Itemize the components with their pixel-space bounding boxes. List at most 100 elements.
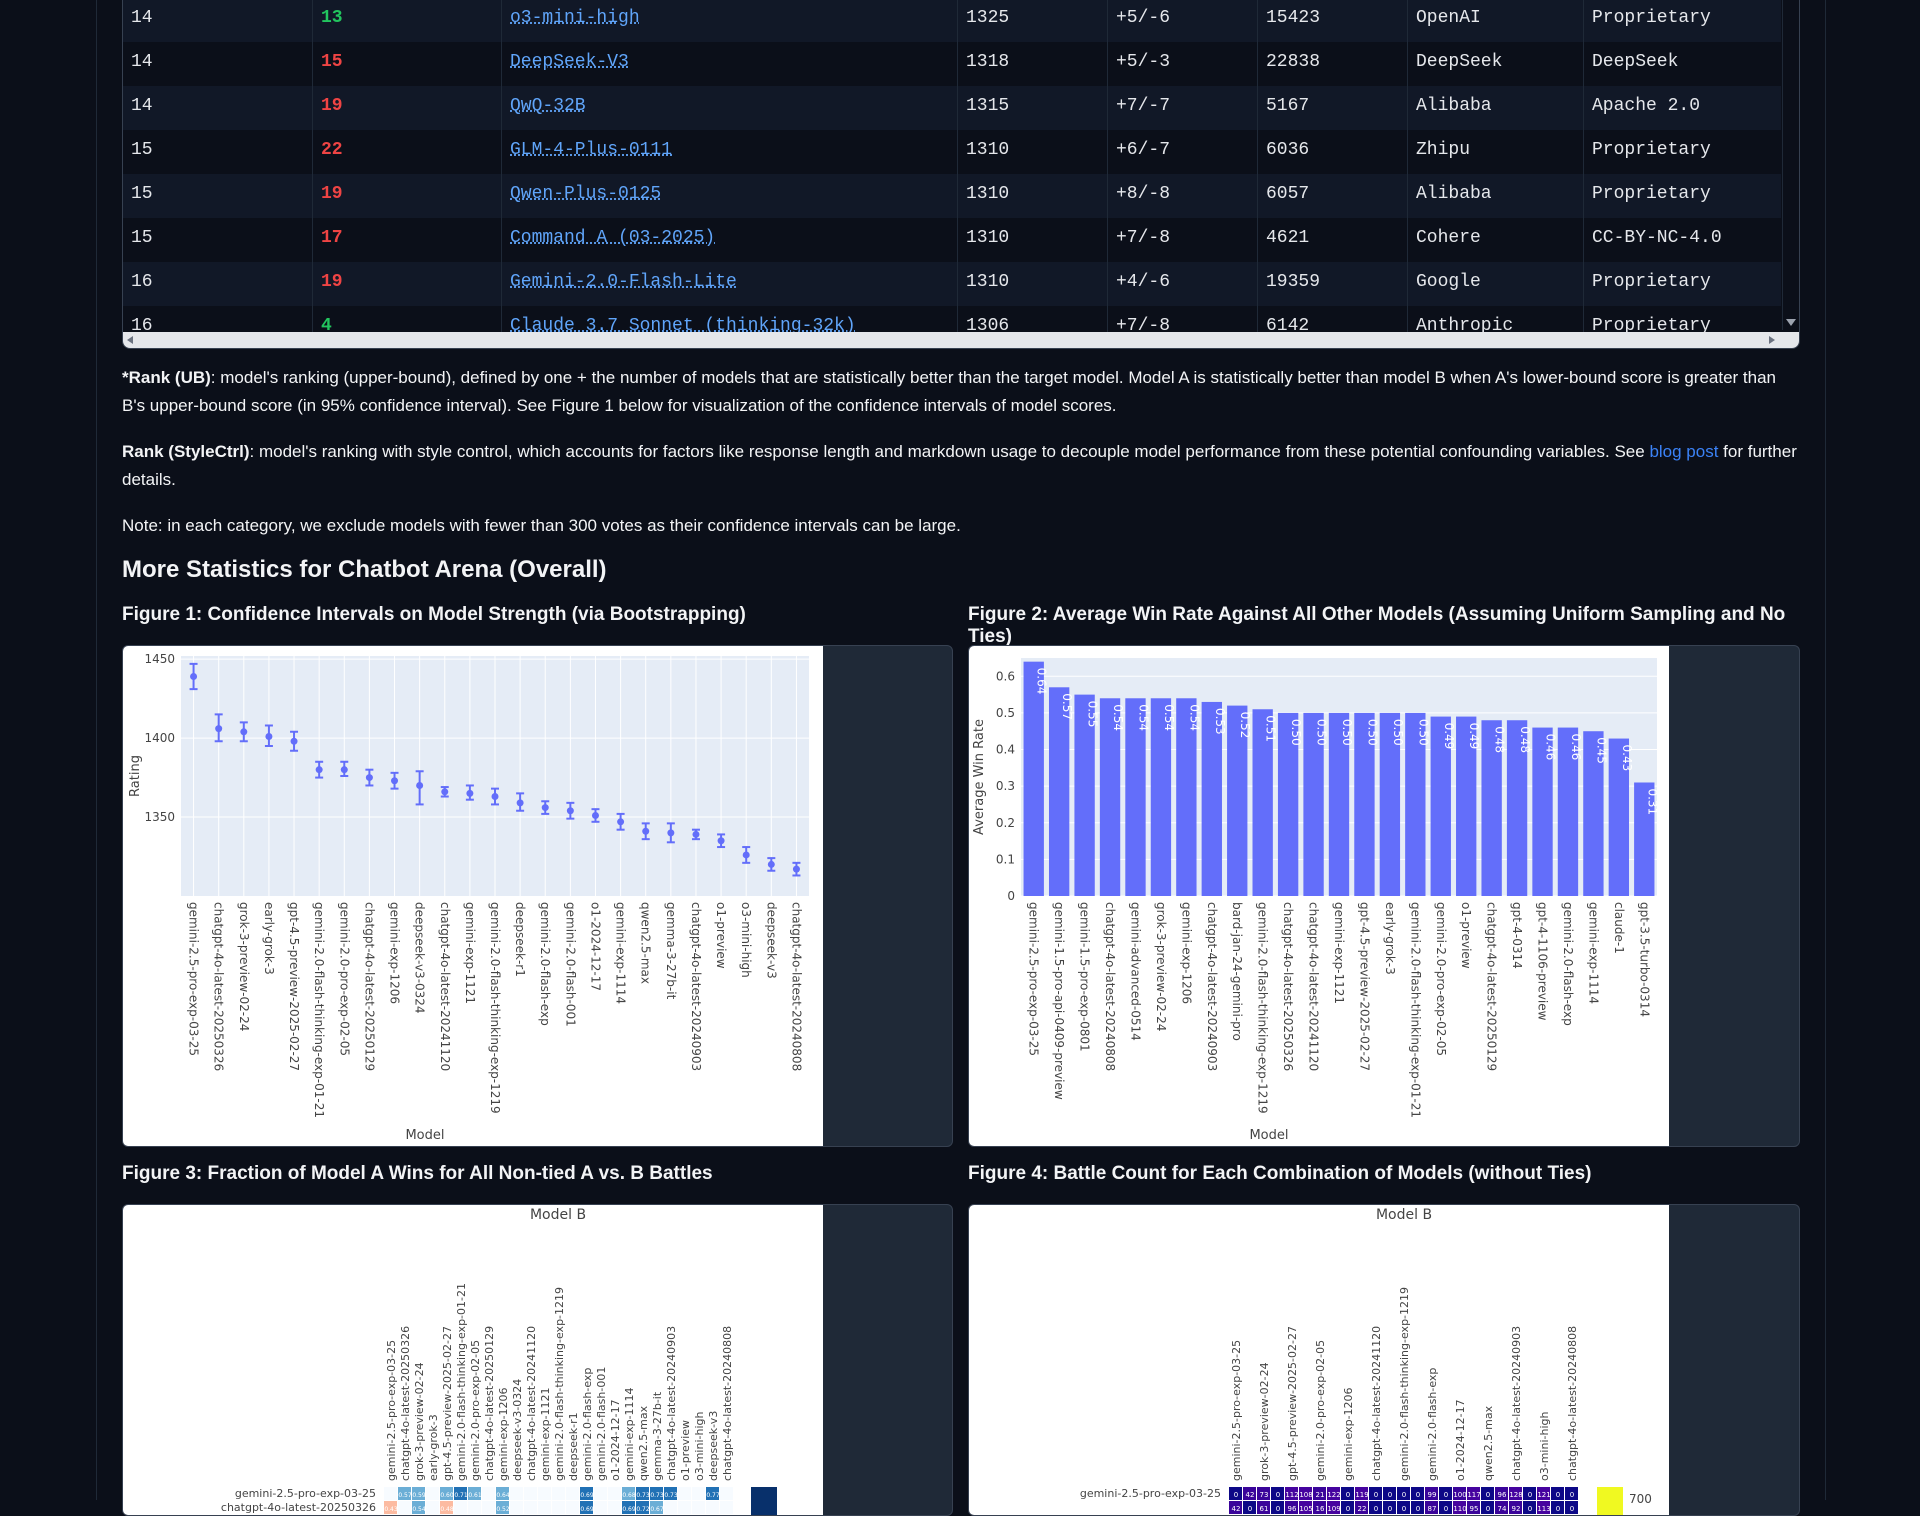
bar xyxy=(1074,694,1095,896)
cell-org: Cohere xyxy=(1407,218,1582,262)
cell-org: Zhipu xyxy=(1407,130,1582,174)
cell-value-label: 0 xyxy=(1556,1491,1560,1499)
cell-rank-style: 17 xyxy=(312,218,501,262)
vertical-scrollbar[interactable] xyxy=(1782,0,1799,330)
cell-model[interactable]: Qwen-Plus-0125 xyxy=(501,174,956,218)
bar xyxy=(1201,701,1222,896)
bar xyxy=(1557,727,1579,896)
x-tick-label: qwen2.5-max xyxy=(637,1405,650,1481)
cell-model[interactable]: Command A (03-2025) xyxy=(501,218,956,262)
heatmap-cell xyxy=(1467,1487,1480,1500)
cell-model[interactable]: o3-mini-high xyxy=(501,0,956,42)
cell-value-label: 0 xyxy=(1276,1505,1280,1513)
data-point xyxy=(466,789,474,797)
x-tick-label: chatgpt-4o-latest-20241120 xyxy=(1370,1326,1383,1481)
bar-value-label: 0.52 xyxy=(1238,712,1252,739)
cell-model[interactable]: QwQ-32B xyxy=(501,86,956,130)
blog-post-link[interactable]: blog post xyxy=(1649,442,1719,461)
heatmap-cell xyxy=(594,1501,607,1514)
cell-score: 1310 xyxy=(957,218,1106,262)
heatmap-cell xyxy=(720,1501,733,1514)
bar-value-label: 0.54 xyxy=(1162,704,1176,731)
heatmap-cell xyxy=(608,1501,621,1514)
cell-rank: 14 xyxy=(131,8,153,28)
colorbar xyxy=(1597,1487,1623,1515)
cell-score: 1318 xyxy=(957,42,1106,86)
bar-value-label: 0.43 xyxy=(1620,745,1634,772)
table-row: 15 19 Qwen-Plus-0125 1310 +8/-8 6057 Alibaba Pr… xyxy=(123,174,1781,218)
bar-value-label: 0.50 xyxy=(1315,719,1329,746)
cell-model[interactable]: Gemini-2.0-Flash-Lite xyxy=(501,262,956,306)
cell-value-label: 0 xyxy=(1346,1491,1350,1499)
cell-value-label: 0.52 xyxy=(496,1506,510,1513)
y-axis-label: Rating xyxy=(128,755,143,797)
cell-score: 1310 xyxy=(957,130,1106,174)
figure2-panel: 0 0.1 0.2 0.3 0.4 0.5 0.6 0.64 gemini-2.5-pro-ex… xyxy=(968,645,1800,1147)
x-tick-label: early-grok-3 xyxy=(427,1414,440,1481)
bar xyxy=(1354,712,1375,896)
data-point xyxy=(566,807,574,815)
cell-license: Proprietary xyxy=(1583,306,1782,348)
heatmap-cell xyxy=(510,1501,523,1514)
cell-rank: 15 xyxy=(131,228,153,248)
heatmap-cell xyxy=(1411,1487,1424,1500)
data-point xyxy=(215,725,223,733)
scroll-left-icon[interactable] xyxy=(127,336,133,344)
cell-rank: 14 xyxy=(131,52,153,72)
cell-value-label: 0 xyxy=(1444,1491,1448,1499)
cell-rank-style: 19 xyxy=(312,262,501,306)
bar-value-label: 0.46 xyxy=(1544,734,1558,761)
x-tick-label: gemini-advanced-0514 xyxy=(1128,902,1142,1041)
cell-value-label: 0.69 xyxy=(580,1492,594,1499)
cell-rank: 16 xyxy=(131,316,153,336)
x-tick-label: gemini-2.0-flash-exp xyxy=(1561,902,1575,1026)
figure4-chart[interactable]: Model B gemini-2.5-pro-exp-03-25 grok-3-pr… xyxy=(969,1205,1669,1515)
y-tick-label: 0.4 xyxy=(996,743,1015,757)
heatmap-cell xyxy=(678,1487,691,1500)
x-tick-label: claude-1 xyxy=(1612,902,1626,954)
scroll-right-icon[interactable] xyxy=(1769,336,1775,344)
rank-style-label: Rank (StyleCtrl) xyxy=(122,442,250,461)
cell-value-label: 21 xyxy=(1316,1491,1325,1499)
x-tick-label: gemini-2.0-flash-thinking-exp-01-21 xyxy=(455,1283,468,1481)
x-tick-label: o3-mini-high xyxy=(739,902,753,978)
colorbar xyxy=(751,1487,777,1515)
bar xyxy=(1583,731,1604,896)
figure2-chart[interactable]: 0 0.1 0.2 0.3 0.4 0.5 0.6 0.64 gemini-2.5-pro-ex… xyxy=(969,646,1669,1146)
bar xyxy=(1023,661,1044,896)
y-tick-label: 1450 xyxy=(144,652,175,666)
data-point xyxy=(792,865,800,873)
x-tick-label: gpt-4.5-preview-2025-02-27 xyxy=(1286,1326,1299,1481)
cell-value-label: 117 xyxy=(1467,1491,1480,1499)
bar xyxy=(1430,716,1451,896)
x-tick-label: deepseek-v3 xyxy=(764,902,778,979)
cell-score: 1325 xyxy=(957,0,1106,42)
votes-note: Note: in each category, we exclude model… xyxy=(122,516,961,535)
heatmap-cell xyxy=(426,1501,439,1514)
cell-org: Alibaba xyxy=(1407,86,1582,130)
bar-value-label: 0.55 xyxy=(1086,701,1100,728)
data-point xyxy=(516,799,524,807)
heatmap-cell xyxy=(706,1487,719,1500)
cell-model[interactable]: GLM-4-Plus-0111 xyxy=(501,130,956,174)
cell-model[interactable]: Claude 3.7 Sonnet (thinking-32k) xyxy=(501,306,956,348)
cell-value-label: 128 xyxy=(1509,1491,1522,1499)
leaderboard-table[interactable]: 14 13 o3-mini-high 1325 +5/-6 15423 OpenAI Prop… xyxy=(122,0,1800,349)
bar xyxy=(1150,698,1172,896)
x-tick-label: gemini-2.0-flash-thinking-exp-01-21 xyxy=(1408,902,1422,1118)
bar xyxy=(1456,716,1477,896)
cell-model[interactable]: DeepSeek-V3 xyxy=(501,42,956,86)
cell-rank-style: 22 xyxy=(312,130,501,174)
data-point xyxy=(667,829,675,837)
cell-value-label: 108 xyxy=(1299,1491,1312,1499)
cell-org: Alibaba xyxy=(1407,174,1582,218)
x-tick-label: gemini-2.5-pro-exp-03-25 xyxy=(385,1340,398,1481)
figure1-chart[interactable]: 1350 1400 1450 gemini-2.5-pro-exp-03-25 chat… xyxy=(123,646,823,1146)
cell-value-label: 0 xyxy=(1388,1505,1392,1513)
scroll-down-icon[interactable] xyxy=(1786,319,1796,326)
horizontal-scrollbar[interactable] xyxy=(123,332,1799,348)
bar xyxy=(1277,712,1299,896)
x-axis-label: Model xyxy=(1249,1128,1288,1143)
